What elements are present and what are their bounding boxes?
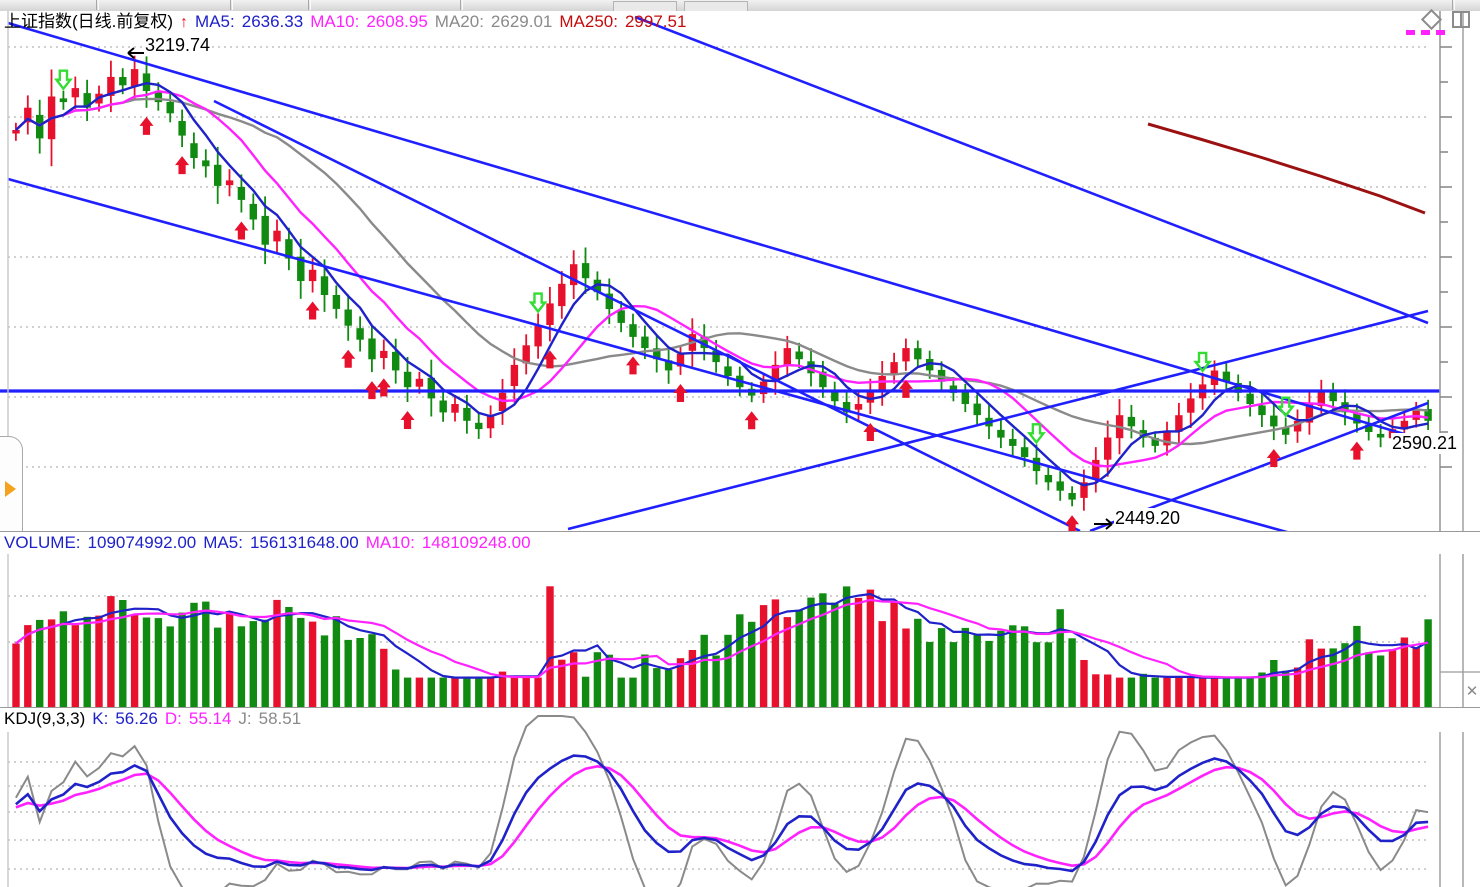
kdj-d-line (15, 764, 1429, 870)
close-icon[interactable]: ✕ (1465, 683, 1479, 700)
kdj-chart-canvas[interactable] (0, 708, 1480, 887)
ma10-value: 2608.95 (366, 12, 428, 31)
price-legend: 上证指数(日线.前复权) ↑ MA5: 2636.33 MA10: 2608.95 MA20… (4, 13, 693, 31)
volume-value: 109074992.00 (87, 533, 197, 552)
ma20-label: MA20: (434, 12, 484, 31)
volume-ma10-value: 148109248.00 (421, 533, 531, 552)
magenta-dash-indicator (1406, 30, 1445, 35)
volume-bar-series (12, 586, 1432, 708)
toolbar-separator (230, 0, 233, 10)
price-chart-canvas[interactable] (0, 11, 1480, 531)
left-sidebar-expander[interactable] (0, 436, 23, 544)
kdj-d-value: 55.14 (188, 709, 232, 728)
ma20-value: 2629.01 (490, 12, 553, 31)
period-low-label: 2449.20 (1114, 508, 1182, 529)
period-high-label: 3219.74 (144, 35, 212, 56)
price-axis-ticks (1440, 46, 1452, 468)
price-pointer-glyphs (127, 47, 1113, 530)
candlestick-series (12, 55, 1432, 511)
volume-chart-canvas[interactable] (0, 532, 1480, 708)
ma20-line (15, 97, 1429, 446)
kdj-k-label: K: (92, 709, 109, 728)
buy-signal-markers (139, 116, 1364, 531)
volume-panel[interactable]: VOLUME: 109074992.00 MA5: 156131648.00 MA10:… (0, 531, 1480, 708)
volume-legend: VOLUME: 109074992.00 MA5: 156131648.00 MA10:… (4, 534, 538, 551)
ma250-label: MA250: (559, 12, 618, 31)
kdj-j-label: J: (238, 709, 252, 728)
volume-ma5-label: MA5: (203, 533, 243, 552)
ma5-value: 2636.33 (241, 12, 304, 31)
volume-ma10-line (15, 598, 1429, 679)
split-pane-icon[interactable] (1452, 11, 1470, 28)
toolbar-separator (460, 0, 463, 10)
kdj-name-label: KDJ(9,3,3) (4, 709, 86, 728)
ma10-line (15, 89, 1429, 468)
kdj-j-line (15, 715, 1429, 887)
play-triangle-icon (5, 481, 16, 497)
ma250-line (1147, 122, 1426, 215)
kdj-k-value: 56.26 (115, 709, 158, 728)
ma250-value: 2997.51 (624, 12, 687, 31)
volume-gridlines (8, 595, 1428, 643)
kdj-gridlines (8, 761, 1428, 870)
up-arrow-icon: ↑ (180, 14, 189, 31)
kdj-j-value: 58.51 (258, 709, 302, 728)
volume-ma10-label: MA10: (365, 533, 415, 552)
instrument-title[interactable]: 上证指数(日线.前复权) (4, 12, 174, 31)
ma5-label: MA5: (195, 12, 235, 31)
toolbar-separator (1452, 0, 1455, 10)
last-close-label: 2590.21 (1391, 433, 1459, 454)
kdj-panel[interactable]: KDJ(9,3,3) K: 56.26 D: 55.14 J: 58.51 (0, 707, 1480, 887)
volume-name-label: VOLUME: (4, 533, 81, 552)
kdj-k-line (15, 754, 1429, 873)
price-panel[interactable]: 上证指数(日线.前复权) ↑ MA5: 2636.33 MA10: 2608.95 MA20… (0, 11, 1480, 531)
ma10-label: MA10: (310, 12, 360, 31)
toolbar-separator (96, 0, 99, 10)
kdj-d-label: D: (164, 709, 182, 728)
volume-ma5-value: 156131648.00 (249, 533, 359, 552)
sell-signal-markers (53, 69, 1296, 445)
kdj-legend: KDJ(9,3,3) K: 56.26 D: 55.14 J: 58.51 (4, 710, 308, 727)
toolbar-separator (308, 0, 311, 10)
